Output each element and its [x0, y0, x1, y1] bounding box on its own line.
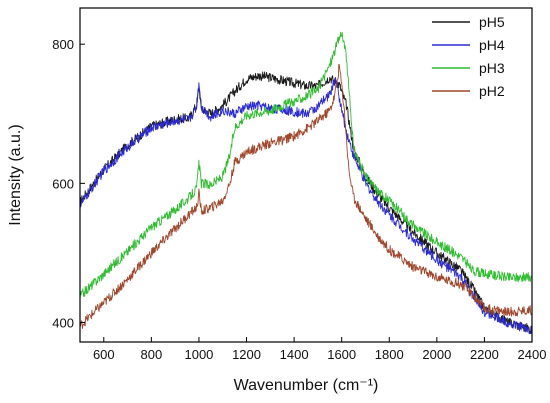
x-axis-title: Wavenumber (cm⁻¹) — [234, 377, 379, 394]
legend-label-ph3: pH3 — [479, 60, 505, 76]
x-tick-label: 800 — [141, 347, 163, 362]
legend-label-ph2: pH2 — [479, 83, 505, 99]
legend: pH5 pH4 pH3 pH2 — [432, 14, 505, 99]
legend-label-ph5: pH5 — [479, 14, 505, 30]
x-tick-label: 1400 — [280, 347, 309, 362]
x-tick-label: 1000 — [184, 347, 213, 362]
y-axis-title: Intensity (a.u.) — [7, 124, 24, 225]
plot-frame — [79, 7, 533, 343]
ticks-layer: 600 800 1000 1200 1400 1600 1800 2000 2200 2400 40… — [52, 37, 546, 362]
legend-label-ph4: pH4 — [479, 37, 505, 53]
y-tick-label: 800 — [52, 37, 74, 52]
series-layer — [79, 31, 533, 335]
x-tick-label: 1600 — [327, 347, 356, 362]
series-line-ph3 — [79, 31, 533, 298]
x-tick-label: 2400 — [518, 347, 547, 362]
x-tick-label: 600 — [93, 347, 115, 362]
x-tick-label: 1800 — [375, 347, 404, 362]
x-tick-label: 2000 — [422, 347, 451, 362]
x-tick-label: 2200 — [470, 347, 499, 362]
series-line-ph2 — [79, 63, 533, 329]
y-tick-label: 400 — [52, 316, 74, 331]
x-tick-label: 1200 — [232, 347, 261, 362]
series-line-ph4 — [79, 76, 533, 335]
y-tick-label: 600 — [52, 176, 74, 191]
